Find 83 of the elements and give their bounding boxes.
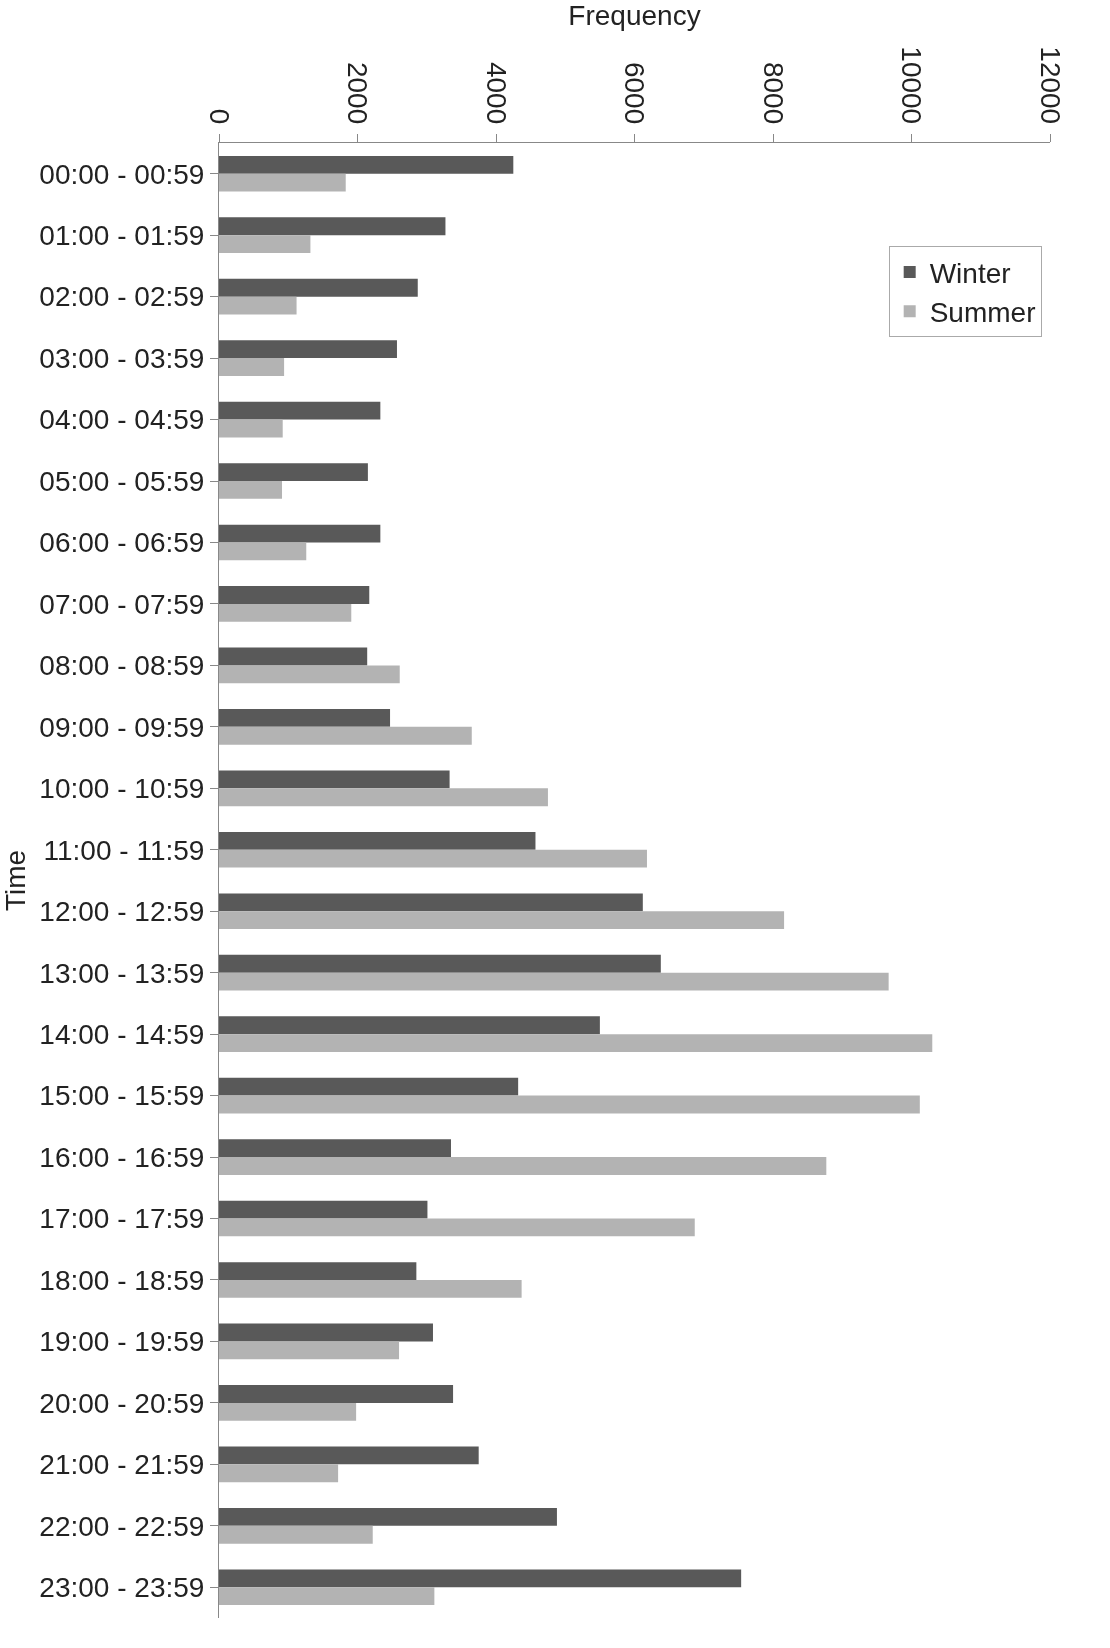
y-tick-label: 01:00 - 01:59 [39,219,205,251]
bar [219,1200,428,1219]
bar [219,358,285,376]
bar [219,726,472,745]
bar [219,1341,400,1360]
bar [219,586,370,604]
y-tick-label: 00:00 - 00:59 [39,158,205,190]
y-tick-label: 16:00 - 16:59 [39,1141,205,1173]
bar [219,1464,339,1483]
bar [219,278,418,297]
bar [219,788,548,807]
y-tick-label: 21:00 - 21:59 [39,1449,205,1481]
bar [219,1262,417,1280]
x-tick-label: 0 [203,108,235,125]
y-tick-label: 17:00 - 17:59 [39,1203,205,1235]
bar [219,911,785,930]
y-tick-label: 02:00 - 02:59 [39,281,205,313]
bar [219,542,307,561]
bar [219,1157,827,1175]
y-tick-label: 09:00 - 09:59 [39,711,205,743]
bar [219,401,381,420]
bar [219,1016,600,1035]
y-tick-label: 18:00 - 18:59 [39,1264,205,1296]
bar [219,1569,742,1588]
y-tick-label: 13:00 - 13:59 [39,957,205,989]
bar [219,647,368,666]
bar [219,709,391,727]
bar [219,1034,933,1052]
legend-label: Summer [929,297,1036,329]
bar [219,481,283,499]
bar [219,831,536,850]
y-tick-label: 07:00 - 07:59 [39,588,205,620]
x-tick-label: 4000 [480,61,512,125]
y-tick-label: 03:00 - 03:59 [39,342,205,374]
y-tick-label: 12:00 - 12:59 [39,896,205,928]
y-tick-label: 20:00 - 20:59 [39,1387,205,1419]
bar [219,770,450,789]
bar [219,1507,557,1526]
y-tick-label: 11:00 - 11:59 [43,834,205,866]
bar [219,419,283,438]
bar [219,1077,519,1096]
bar [219,1323,433,1342]
bar [219,155,514,174]
y-tick-label: 10:00 - 10:59 [39,773,205,805]
bar [219,173,346,192]
y-tick-label: 08:00 - 08:59 [39,650,205,682]
y-tick-label: 22:00 - 22:59 [39,1510,205,1542]
y-tick-label: 15:00 - 15:59 [39,1080,205,1112]
y-tick-label: 05:00 - 05:59 [39,465,205,497]
bar [219,893,643,912]
bar [219,235,311,254]
bar [219,1385,454,1403]
y-tick-label: 14:00 - 14:59 [39,1018,205,1050]
y-tick-label: 23:00 - 23:59 [39,1572,205,1604]
bar [219,1095,920,1114]
bar [219,1402,357,1421]
bar [219,217,446,236]
x-axis-title: Frequency [568,0,701,31]
y-tick-label: 06:00 - 06:59 [39,527,205,559]
bar [219,1279,522,1298]
y-tick-label: 04:00 - 04:59 [39,404,205,436]
bar [219,463,368,482]
bar [219,1587,435,1606]
bar [219,1446,479,1465]
x-tick-label: 8000 [757,61,789,125]
x-tick-label: 12000 [1034,46,1066,125]
x-tick-label: 2000 [342,61,374,125]
bar [219,1218,695,1237]
bar [219,665,400,684]
bar [219,603,352,622]
bar [219,849,647,868]
bar [219,1525,373,1544]
x-tick-label: 10000 [896,46,928,125]
bar [219,524,381,543]
y-tick-label: 19:00 - 19:59 [39,1326,205,1358]
bar [219,954,661,973]
bar [219,1139,451,1158]
bar [219,296,297,315]
y-axis-title: Time [0,849,31,912]
bar [219,340,397,359]
x-tick-label: 6000 [619,61,651,125]
legend-label: Winter [929,257,1011,289]
bar [219,972,889,991]
